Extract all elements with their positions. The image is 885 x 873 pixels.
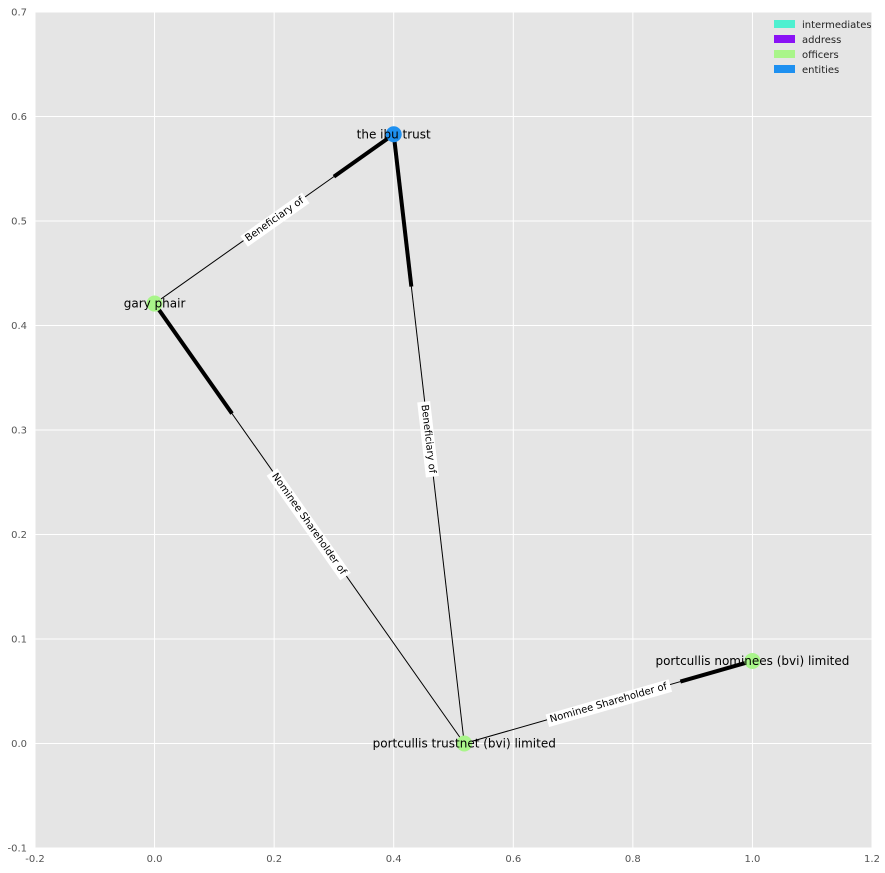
- y-tick-label: 0.3: [11, 426, 27, 437]
- y-tick-label: 0.4: [11, 321, 27, 332]
- nodes-layer: [146, 126, 761, 752]
- x-tick-label: 0.6: [505, 854, 521, 865]
- node-label-nominees: portcullis nominees (bvi) limited: [655, 654, 849, 668]
- x-tick-label: 0.4: [386, 854, 402, 865]
- edge-label-box: [417, 400, 439, 478]
- edge-label-box: [545, 679, 673, 727]
- legend-label: officers: [802, 50, 839, 61]
- y-tick-label: 0.1: [11, 635, 27, 646]
- legend-swatch-intermediates: [774, 20, 795, 28]
- y-tick-label: 0.7: [11, 8, 27, 19]
- y-tick-label: 0.5: [11, 217, 27, 228]
- node-label-gary: gary phair: [124, 297, 186, 311]
- node-label-trustnet: portcullis trustnet (bvi) limited: [373, 737, 556, 751]
- x-tick-label: 1.2: [864, 854, 880, 865]
- axis-ticks: -0.2 0.0 0.2 0.4 0.6 0.8 1.0 1.2 -0.1 0.0 0.1 0.2 0.…: [7, 8, 879, 866]
- y-tick-label: -0.1: [7, 844, 27, 855]
- edge-arrow: [679, 659, 753, 684]
- legend-label: entities: [802, 65, 839, 76]
- legend: intermediates address officers entities: [774, 20, 872, 76]
- grid-lines: [34, 11, 873, 849]
- edge-arrow: [391, 134, 414, 287]
- node-gary: [146, 295, 163, 312]
- x-tick-label: 1.0: [744, 854, 760, 865]
- legend-swatch-officers: [774, 50, 795, 58]
- x-tick-label: 0.0: [147, 854, 163, 865]
- edge-arrow: [332, 132, 395, 179]
- edge-label-box: [266, 468, 351, 581]
- edge-arrow: [152, 302, 234, 415]
- x-tick-label: 0.8: [625, 854, 641, 865]
- node-nominees: [744, 652, 761, 669]
- x-tick-label: -0.2: [25, 854, 45, 865]
- x-tick-label: 0.2: [266, 854, 282, 865]
- node-ibu: [385, 126, 402, 143]
- legend-swatch-entities: [774, 65, 795, 73]
- legend-swatch-address: [774, 35, 795, 43]
- y-tick-label: 0.6: [11, 112, 27, 123]
- node-labels-layer: the ibu trust gary phair portcullis trustn…: [124, 127, 850, 750]
- legend-label: address: [802, 35, 841, 46]
- node-label-ibu: the ibu trust: [357, 127, 431, 141]
- edge-label-box: [240, 192, 310, 247]
- y-tick-label: 0.2: [11, 530, 27, 541]
- y-tick-label: 0.0: [11, 739, 27, 750]
- legend-label: intermediates: [802, 20, 872, 31]
- node-trustnet: [456, 735, 473, 752]
